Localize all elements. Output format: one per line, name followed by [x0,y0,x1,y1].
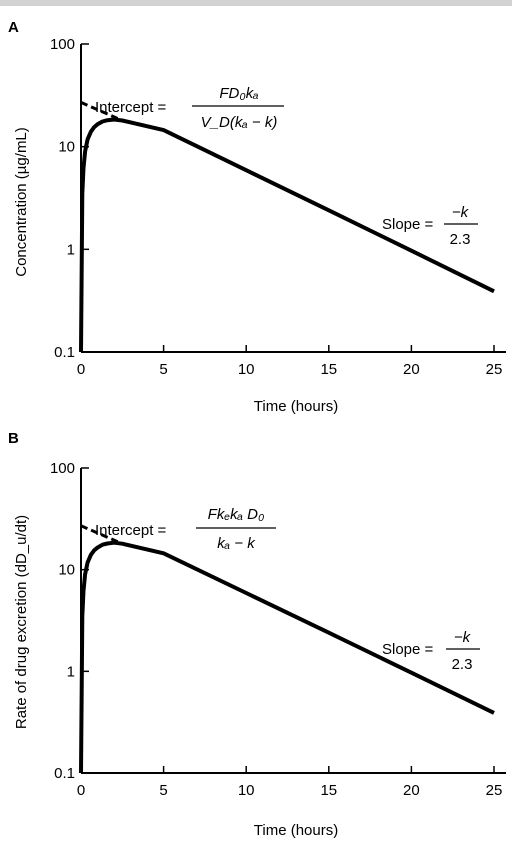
axes-a [80,44,506,353]
intercept-label-a: Intercept = [95,99,167,116]
slope-numerator-b: −k [454,629,472,646]
intercept-denominator-a: V_D(kₐ − k) [201,114,278,131]
intercept-numerator-a: FD₀kₐ [219,85,258,102]
y-tick-label-a: 10 [58,139,75,156]
ticks-b: 0 5 10 15 20 25 0.1 1 10 100 [50,460,502,799]
x-tick-label-a: 5 [159,361,167,378]
x-tick-label-b: 5 [159,782,167,799]
intercept-label-b: Intercept = [95,522,167,539]
y-tick-label-a: 1 [67,241,75,258]
series-a [79,101,495,353]
x-tick-label-b: 15 [320,782,337,799]
y-tick-label-b: 1 [67,663,75,680]
slope-label-b: Slope = [382,641,434,658]
axes-b [80,468,506,774]
extrapolation-line-b [80,524,123,546]
x-tick-label-a: 0 [77,361,85,378]
intercept-denominator-b: kₐ − k [217,535,256,552]
x-tick-label-b: 25 [486,782,503,799]
slope-denominator-a: 2.3 [450,231,471,248]
slope-label-a: Slope = [382,216,434,233]
x-tick-label-a: 15 [320,361,337,378]
y-tick-label-b: 100 [50,460,75,477]
y-tick-label-a: 0.1 [54,344,75,361]
chart-panel-b: B 0 5 10 15 20 25 0.1 1 10 100 Time (hours) Rate … [8,430,506,839]
extrapolation-line-a [80,101,123,122]
x-tick-label-b: 20 [403,782,420,799]
panel-letter-b: B [8,430,19,447]
x-axis-title-a: Time (hours) [254,398,338,415]
y-axis-title-a: Concentration (µg/mL) [13,127,30,277]
slope-denominator-b: 2.3 [452,656,473,673]
x-tick-label-a: 10 [238,361,255,378]
x-tick-label-a: 25 [486,361,503,378]
intercept-numerator-b: Fkₑkₐ D₀ [208,506,265,523]
y-tick-label-b: 10 [58,562,75,579]
y-axis-title-b: Rate of drug excretion (dD_u/dt) [13,515,30,729]
y-tick-label-b: 0.1 [54,765,75,782]
slope-numerator-a: −k [452,204,470,221]
chart-panel-a: A 0 5 10 15 20 25 0.1 1 10 100 Time (hours) Conce… [8,19,506,415]
x-tick-label-a: 20 [403,361,420,378]
x-tick-label-b: 10 [238,782,255,799]
panel-letter-a: A [8,19,19,36]
x-tick-label-b: 0 [77,782,85,799]
data-line-a [79,117,495,353]
ticks-a: 0 5 10 15 20 25 0.1 1 10 100 [50,36,502,378]
top-border [0,0,512,6]
series-b [79,524,495,774]
y-tick-label-a: 100 [50,36,75,53]
x-axis-title-b: Time (hours) [254,822,338,839]
data-line-b [79,540,495,774]
